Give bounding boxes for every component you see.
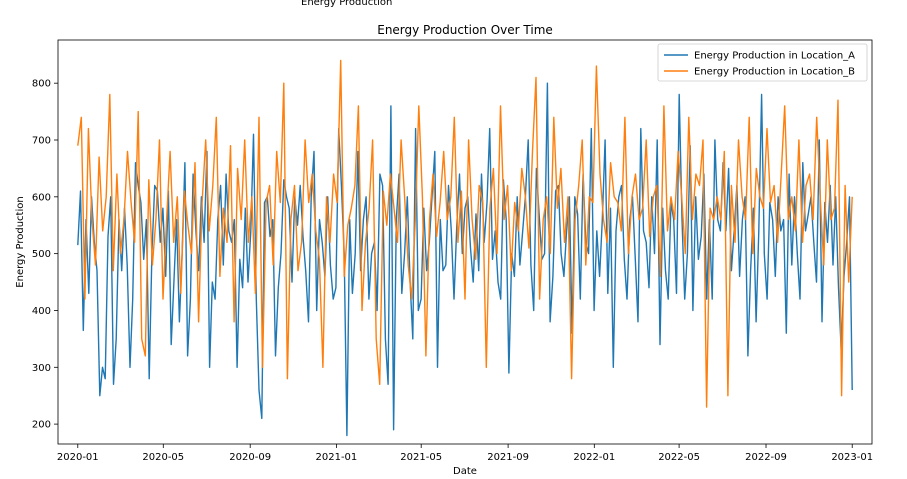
y-axis: 200 300 400 500 600 700 800 bbox=[32, 79, 58, 431]
y-tick-label: 200 bbox=[32, 420, 51, 431]
x-tick-label: 2021-09 bbox=[487, 452, 529, 463]
y-tick-label: 500 bbox=[32, 249, 51, 260]
x-tick-label: 2022-05 bbox=[658, 452, 700, 463]
x-tick-label: 2022-09 bbox=[745, 452, 787, 463]
legend: Energy Production in Location_A Energy Pr… bbox=[657, 43, 868, 82]
x-tick-label: 2020-01 bbox=[57, 452, 99, 463]
x-tick-label: 2021-05 bbox=[400, 452, 442, 463]
y-tick-label: 700 bbox=[32, 136, 51, 147]
series-line-location-b bbox=[77, 59, 853, 408]
plot-frame bbox=[57, 39, 873, 445]
x-tick-label: 2020-05 bbox=[142, 452, 184, 463]
x-tick-label: 2021-01 bbox=[316, 452, 358, 463]
y-tick-label: 300 bbox=[32, 363, 51, 374]
y-axis-label: Energy Production bbox=[15, 196, 26, 287]
x-tick-label: 2023-01 bbox=[831, 452, 873, 463]
legend-label: Energy Production in Location_A bbox=[694, 51, 855, 62]
y-tick-label: 800 bbox=[32, 79, 51, 90]
x-axis-label: Date bbox=[453, 466, 477, 477]
x-tick-label: 2022-01 bbox=[573, 452, 615, 463]
series-line-location-a bbox=[77, 82, 853, 437]
y-tick-label: 400 bbox=[32, 306, 51, 317]
window-label: Energy Production bbox=[301, 0, 393, 8]
chart-title: Energy Production Over Time bbox=[377, 23, 553, 37]
series-layer bbox=[77, 59, 853, 437]
y-tick-label: 600 bbox=[32, 192, 51, 203]
x-axis: 2020-01 2020-05 2020-09 2021-01 2021-05 2021-… bbox=[57, 444, 873, 463]
x-tick-label: 2020-09 bbox=[229, 452, 271, 463]
legend-box bbox=[657, 43, 868, 82]
legend-label: Energy Production in Location_B bbox=[694, 67, 855, 78]
